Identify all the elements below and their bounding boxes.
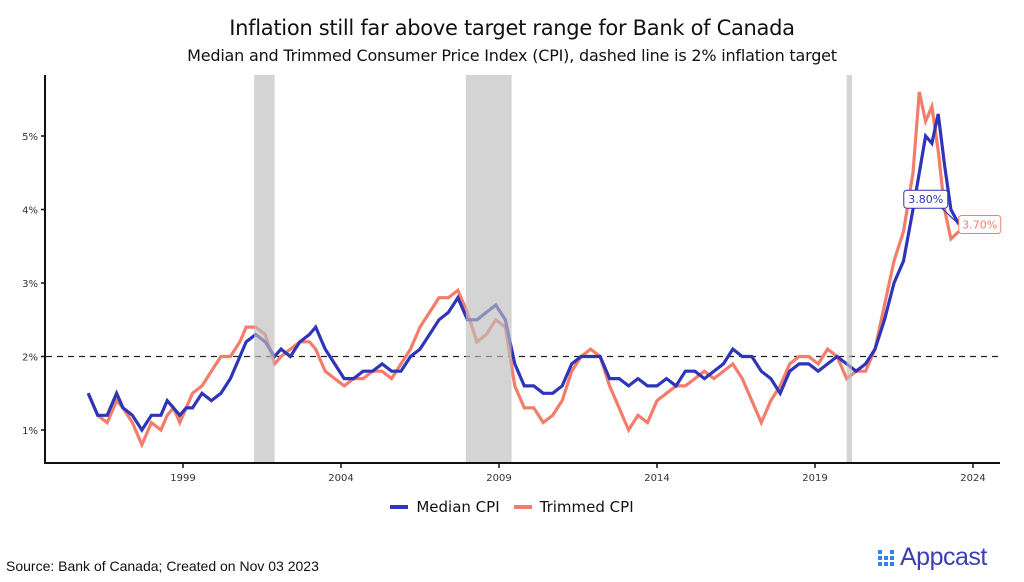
- legend-item-median: Median CPI: [390, 498, 500, 516]
- logo-dots-icon: [878, 549, 894, 566]
- chart-title: Inflation still far above target range f…: [229, 16, 795, 40]
- y-tick-label: 5%: [22, 132, 38, 143]
- y-tick-label: 2%: [22, 353, 38, 364]
- annotation-label: 3.80%: [908, 193, 943, 206]
- chart-subtitle: Median and Trimmed Consumer Price Index …: [187, 46, 837, 65]
- series-line-median-cpi: [86, 113, 961, 433]
- recession-band: [465, 75, 512, 462]
- legend-swatch-median: [390, 505, 409, 509]
- annotation-box: [903, 189, 949, 209]
- legend-label-median: Median CPI: [416, 498, 500, 516]
- y-tick-label: 3%: [22, 279, 38, 290]
- x-tick-label: 2024: [960, 473, 985, 484]
- legend-item-trimmed: Trimmed CPI: [513, 498, 634, 516]
- legend-label-trimmed: Trimmed CPI: [539, 498, 634, 516]
- y-tick-label: 1%: [22, 426, 38, 437]
- appcast-logo: Appcast: [878, 543, 987, 572]
- x-tick-label: 2009: [486, 473, 511, 484]
- x-tick-label: 1999: [170, 473, 195, 484]
- legend: Median CPI Trimmed CPI: [0, 498, 1024, 516]
- x-tick-label: 2004: [328, 473, 353, 484]
- annotation-box: [958, 215, 1002, 235]
- recession-band: [846, 75, 852, 462]
- source-note: Source: Bank of Canada; Created on Nov 0…: [6, 558, 319, 574]
- brand-name: Appcast: [900, 543, 987, 571]
- series-line-trimmed-cpi: [86, 91, 960, 449]
- x-tick-label: 2014: [644, 473, 669, 484]
- y-tick-label: 4%: [22, 206, 38, 217]
- recession-band: [254, 75, 275, 462]
- legend-swatch-trimmed: [513, 505, 532, 509]
- x-tick-label: 2019: [802, 473, 827, 484]
- annotation-label: 3.70%: [962, 219, 997, 232]
- annotation-leader: [941, 207, 960, 225]
